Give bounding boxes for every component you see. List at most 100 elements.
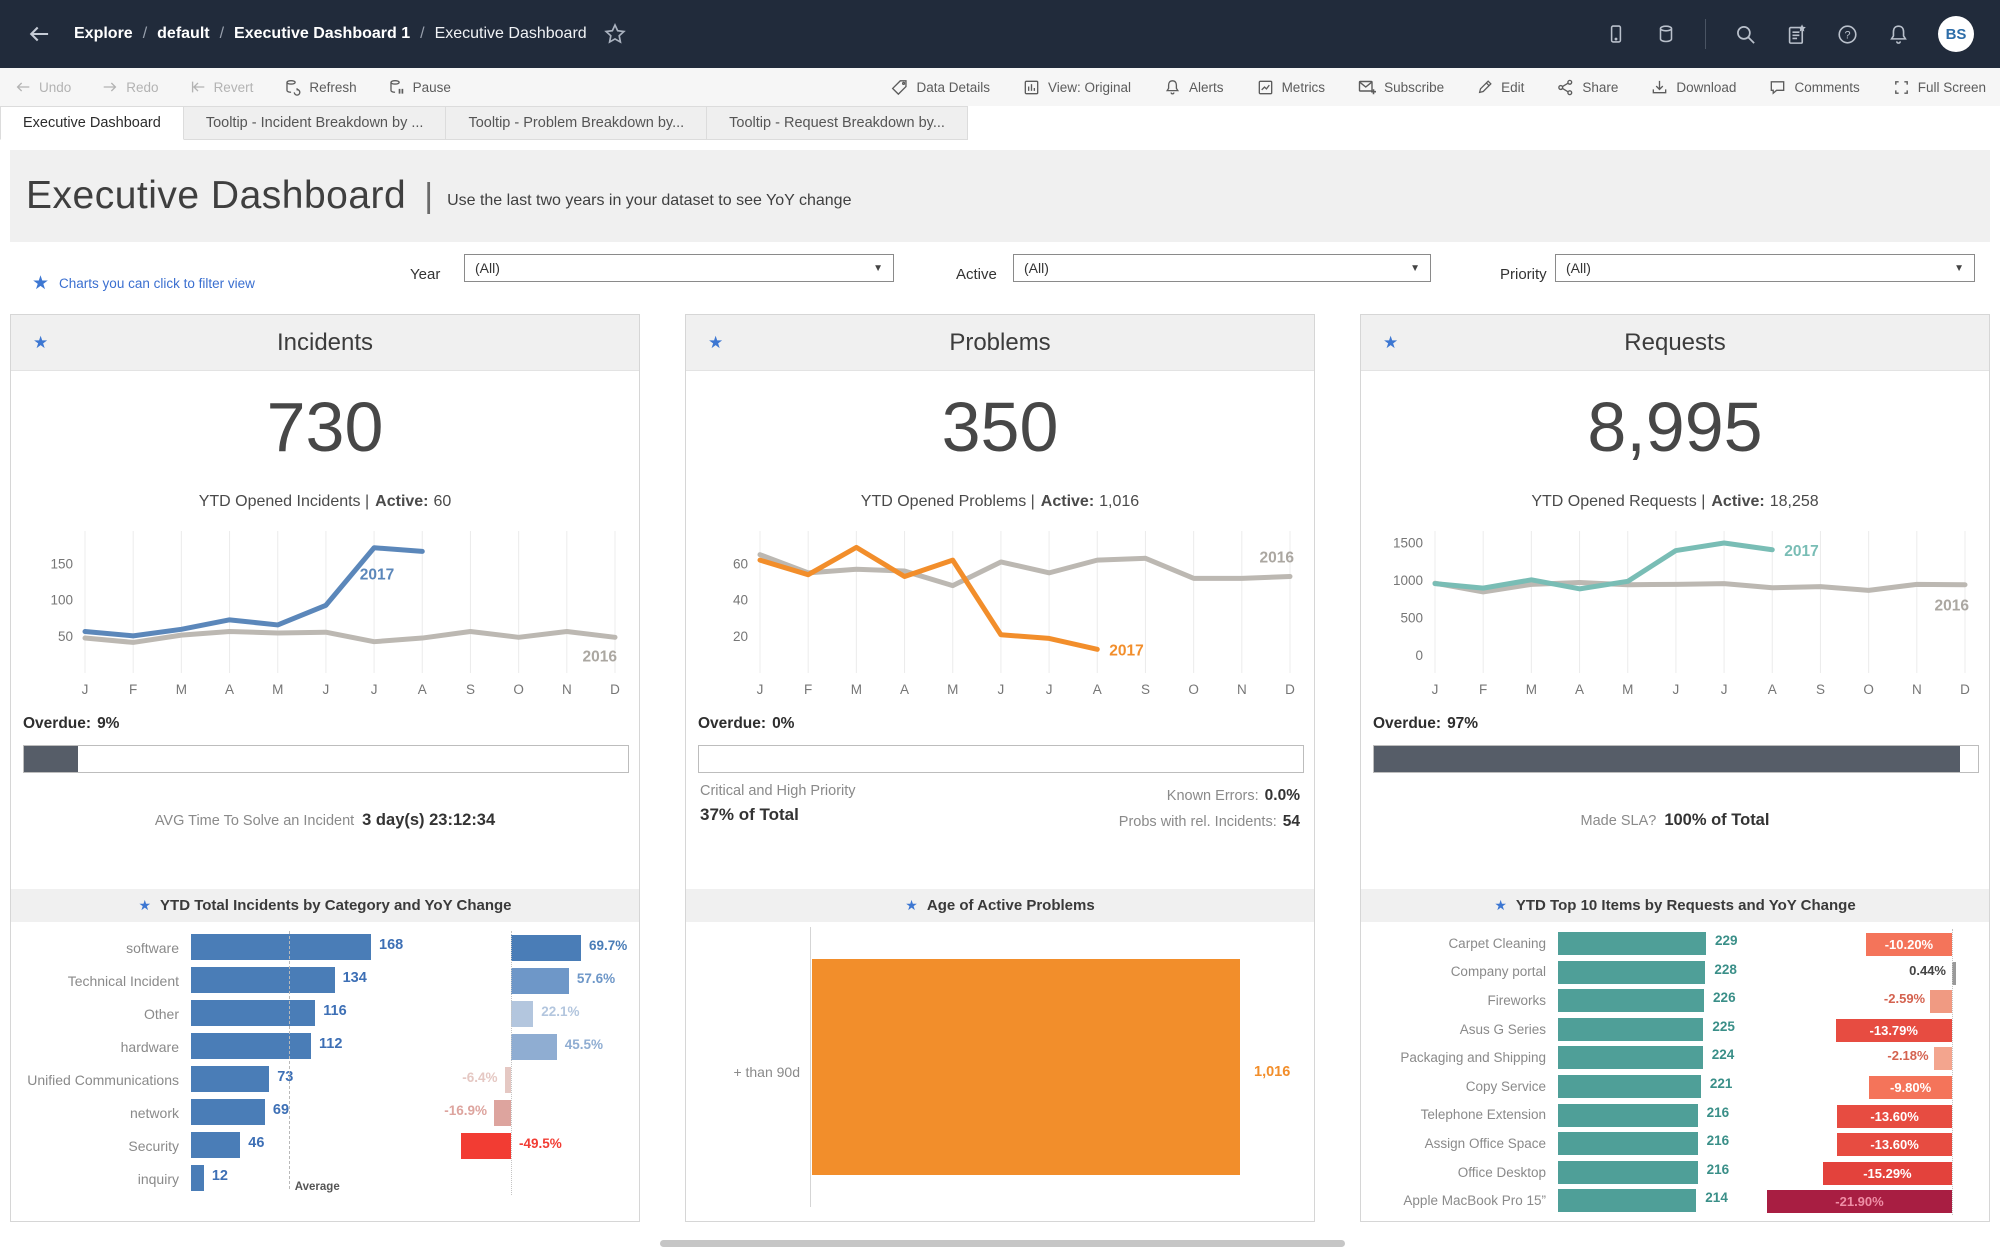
help-icon[interactable]: ? <box>1836 23 1859 46</box>
category-row[interactable]: Unified Communications 73 -6.4% <box>23 1063 629 1096</box>
undo-button[interactable]: Undo <box>14 78 71 97</box>
category-row[interactable]: software 168 69.7% <box>23 931 629 964</box>
top10-row[interactable]: Office Desktop 216 -15.29% <box>1373 1158 1979 1187</box>
tab-tooltip-incident[interactable]: Tooltip - Incident Breakdown by ... <box>183 106 447 140</box>
top10-row[interactable]: Packaging and Shipping 224 -2.18% <box>1373 1043 1979 1072</box>
yoy-bar[interactable] <box>511 968 569 994</box>
yoy-bar[interactable] <box>511 1001 534 1027</box>
top10-row[interactable]: Copy Service 221 -9.80% <box>1373 1072 1979 1101</box>
tab-executive-dashboard[interactable]: Executive Dashboard <box>0 106 184 140</box>
yoy-bar[interactable] <box>1933 1047 1952 1071</box>
age-bar[interactable] <box>812 959 1240 1175</box>
breadcrumb-workbook[interactable]: Executive Dashboard 1 <box>234 25 411 42</box>
view-original-button[interactable]: View: Original <box>1022 77 1131 97</box>
top10-row[interactable]: Company portal 228 0.44% <box>1373 958 1979 987</box>
category-row[interactable]: Technical Incident 134 57.6% <box>23 964 629 997</box>
category-bar[interactable] <box>191 1033 311 1059</box>
top10-row[interactable]: Apple MacBook Pro 15” 214 -21.90% <box>1373 1186 1979 1215</box>
category-bar[interactable] <box>191 1000 316 1026</box>
yoy-bar[interactable]: -13.60% <box>1837 1133 1952 1157</box>
request-bar[interactable] <box>1558 1189 1697 1213</box>
notifications-bell-icon[interactable] <box>1887 23 1910 46</box>
star-icon[interactable]: ★ <box>33 332 49 352</box>
request-bar[interactable] <box>1558 1075 1701 1098</box>
yoy-bar[interactable] <box>1930 990 1952 1014</box>
yoy-bar[interactable] <box>461 1133 511 1159</box>
top10-row[interactable]: Fireworks 226 -2.59% <box>1373 986 1979 1015</box>
category-bar[interactable] <box>191 1099 265 1125</box>
tab-tooltip-problem[interactable]: Tooltip - Problem Breakdown by... <box>446 106 708 140</box>
incidents-overdue-progressbar[interactable] <box>23 745 629 773</box>
incidents-category-chart[interactable]: software 168 69.7% Technical Incident 13… <box>23 923 629 1221</box>
request-bar[interactable] <box>1558 960 1706 984</box>
active-filter-dropdown[interactable]: (All) ▼ <box>1013 254 1431 282</box>
yoy-bar[interactable] <box>511 935 581 961</box>
yoy-bar[interactable] <box>511 1034 557 1060</box>
yoy-bar[interactable]: -13.60% <box>1837 1104 1952 1128</box>
download-button[interactable]: Download <box>1650 77 1736 97</box>
user-avatar[interactable]: BS <box>1938 16 1974 52</box>
category-row[interactable]: inquiry 12 <box>23 1162 629 1195</box>
yoy-bar[interactable]: -15.29% <box>1822 1161 1952 1185</box>
data-details-button[interactable]: Data Details <box>890 77 990 97</box>
category-bar[interactable] <box>191 1132 241 1158</box>
yoy-bar[interactable] <box>1952 961 1956 985</box>
star-icon[interactable]: ★ <box>708 332 724 352</box>
top10-row[interactable]: Telephone Extension 216 -13.60% <box>1373 1101 1979 1130</box>
request-bar[interactable] <box>1558 1132 1698 1156</box>
request-bar[interactable] <box>1558 932 1706 955</box>
yoy-bar[interactable]: -13.79% <box>1835 1018 1952 1042</box>
request-bar[interactable] <box>1558 989 1705 1013</box>
yoy-bar[interactable]: -9.80% <box>1869 1076 1952 1099</box>
revert-button[interactable]: Revert <box>189 78 253 97</box>
top10-row[interactable]: Assign Office Space 216 -13.60% <box>1373 1129 1979 1158</box>
top10-items-chart[interactable]: Carpet Cleaning 229 -10.20% Company port… <box>1373 923 1979 1221</box>
yoy-bar[interactable]: -21.90% <box>1767 1190 1952 1214</box>
top10-row[interactable]: Asus G Series 225 -13.79% <box>1373 1015 1979 1044</box>
full-screen-button[interactable]: Full Screen <box>1892 77 1986 97</box>
breadcrumb-project[interactable]: default <box>157 25 210 42</box>
data-source-icon[interactable] <box>1655 23 1677 45</box>
metrics-button[interactable]: Metrics <box>1256 77 1325 97</box>
alerts-button[interactable]: Alerts <box>1163 77 1224 97</box>
category-bar[interactable] <box>191 1066 270 1092</box>
request-bar[interactable] <box>1558 1046 1703 1070</box>
request-bar[interactable] <box>1558 1103 1698 1127</box>
problems-overdue-progressbar[interactable] <box>698 745 1304 773</box>
breadcrumb-explore[interactable]: Explore <box>74 25 133 42</box>
device-preview-icon[interactable] <box>1605 23 1627 45</box>
priority-filter-dropdown[interactable]: (All) ▼ <box>1555 254 1975 282</box>
category-row[interactable]: network 69 -16.9% <box>23 1096 629 1129</box>
incidents-trend-chart[interactable]: 50 100 150 J F M A M J J A S O N D 2016 2017 <box>23 519 629 701</box>
star-icon[interactable]: ★ <box>138 897 152 913</box>
category-bar[interactable] <box>191 967 335 993</box>
comments-button[interactable]: Comments <box>1768 77 1860 97</box>
back-arrow-icon[interactable] <box>26 21 52 47</box>
refresh-button[interactable]: Refresh <box>283 78 357 97</box>
subscribe-button[interactable]: Subscribe <box>1357 77 1444 97</box>
age-of-active-problems-chart[interactable]: + than 90d 1,016 <box>698 923 1304 1221</box>
search-icon[interactable] <box>1734 23 1757 46</box>
category-row[interactable]: Security 46 -49.5% <box>23 1129 629 1162</box>
redo-button[interactable]: Redo <box>101 78 159 97</box>
problems-trend-chart[interactable]: 20 40 60 J F M A M J J A S O N D 2016 2017 <box>698 519 1304 701</box>
year-filter-dropdown[interactable]: (All) ▼ <box>464 254 894 282</box>
requests-trend-chart[interactable]: 0 500 1000 1500 J F M A M J J A S O N D 2016 2017 <box>1373 519 1979 701</box>
star-icon[interactable]: ★ <box>1383 332 1399 352</box>
request-bar[interactable] <box>1558 1160 1698 1184</box>
request-bar[interactable] <box>1558 1017 1704 1041</box>
share-button[interactable]: Share <box>1556 77 1618 97</box>
category-bar[interactable] <box>191 1165 204 1191</box>
favorite-star-icon[interactable] <box>603 22 627 46</box>
category-row[interactable]: hardware 112 45.5% <box>23 1030 629 1063</box>
top10-row[interactable]: Carpet Cleaning 229 -10.20% <box>1373 929 1979 958</box>
tab-tooltip-request[interactable]: Tooltip - Request Breakdown by... <box>707 106 968 140</box>
yoy-bar[interactable] <box>494 1100 511 1126</box>
category-row[interactable]: Other 116 22.1% <box>23 997 629 1030</box>
requests-overdue-progressbar[interactable] <box>1373 745 1979 773</box>
yoy-bar[interactable]: -10.20% <box>1865 933 1952 956</box>
edit-button[interactable]: Edit <box>1476 77 1524 97</box>
favorites-list-icon[interactable] <box>1785 23 1808 46</box>
yoy-bar[interactable] <box>504 1067 511 1093</box>
star-icon[interactable]: ★ <box>905 897 918 913</box>
